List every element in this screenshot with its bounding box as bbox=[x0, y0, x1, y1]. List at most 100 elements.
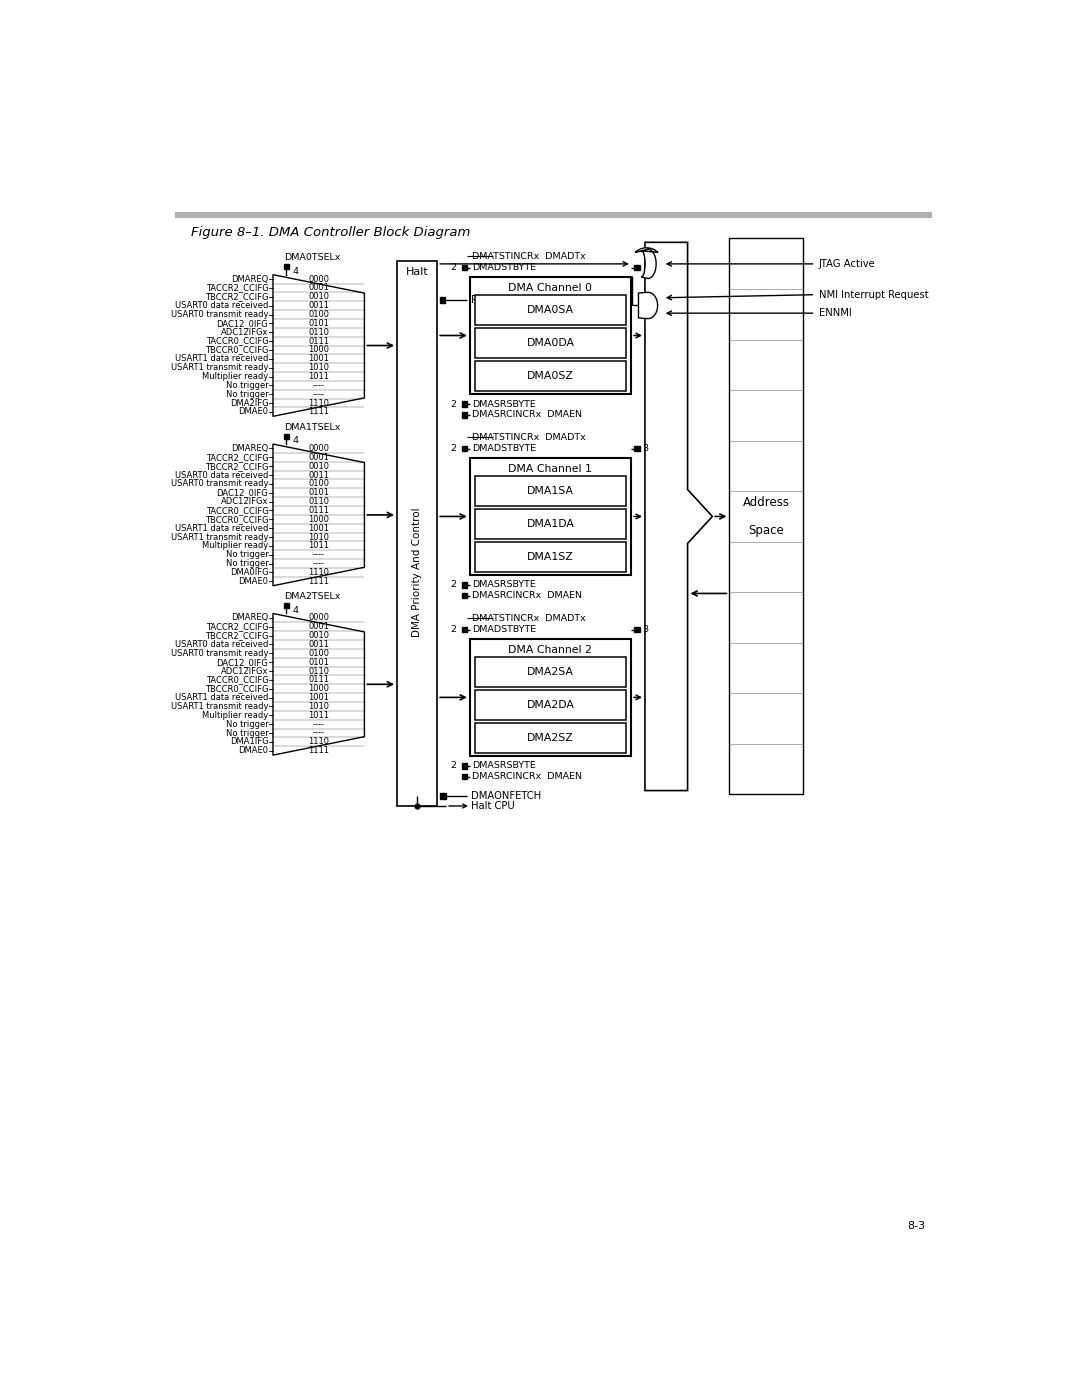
Text: DMAE0: DMAE0 bbox=[239, 746, 268, 756]
Text: ----: ---- bbox=[313, 390, 325, 398]
FancyBboxPatch shape bbox=[475, 362, 625, 391]
FancyBboxPatch shape bbox=[729, 239, 804, 795]
FancyBboxPatch shape bbox=[462, 446, 468, 451]
Text: No trigger: No trigger bbox=[226, 719, 268, 729]
Text: 0101: 0101 bbox=[308, 489, 329, 497]
Text: DMA1SZ: DMA1SZ bbox=[527, 552, 573, 562]
Text: 0110: 0110 bbox=[308, 328, 329, 337]
Text: ----: ---- bbox=[313, 719, 325, 729]
Text: 1110: 1110 bbox=[308, 398, 329, 408]
Text: 1001: 1001 bbox=[308, 524, 329, 532]
Text: 1111: 1111 bbox=[308, 408, 329, 416]
Text: 2: 2 bbox=[450, 263, 457, 272]
Text: 0000: 0000 bbox=[308, 275, 329, 284]
Text: DMASRCINCRx  DMAEN: DMASRCINCRx DMAEN bbox=[472, 411, 582, 419]
Text: 0011: 0011 bbox=[308, 302, 329, 310]
FancyBboxPatch shape bbox=[475, 724, 625, 753]
Text: DMA1TSELx: DMA1TSELx bbox=[284, 423, 340, 432]
Text: 1000: 1000 bbox=[308, 685, 329, 693]
Text: 1011: 1011 bbox=[308, 542, 329, 550]
FancyBboxPatch shape bbox=[475, 476, 625, 506]
Text: DMA2SA: DMA2SA bbox=[527, 668, 573, 678]
Text: TACCR0_CCIFG: TACCR0_CCIFG bbox=[205, 506, 268, 515]
Text: Multiplier ready: Multiplier ready bbox=[202, 372, 268, 381]
Text: ROUNDROBIN: ROUNDROBIN bbox=[471, 295, 540, 305]
Text: ----: ---- bbox=[313, 381, 325, 390]
FancyBboxPatch shape bbox=[284, 604, 288, 608]
Text: ENNMI: ENNMI bbox=[819, 309, 851, 319]
FancyBboxPatch shape bbox=[462, 401, 468, 407]
Text: DMADSTBYTE: DMADSTBYTE bbox=[472, 444, 537, 453]
FancyBboxPatch shape bbox=[470, 638, 631, 756]
Text: TBCCR2_CCIFG: TBCCR2_CCIFG bbox=[205, 631, 268, 640]
Text: No trigger: No trigger bbox=[226, 559, 268, 569]
Text: DMAE0: DMAE0 bbox=[239, 577, 268, 585]
FancyBboxPatch shape bbox=[462, 627, 468, 633]
FancyBboxPatch shape bbox=[284, 264, 288, 270]
FancyBboxPatch shape bbox=[441, 793, 446, 799]
Text: 4: 4 bbox=[293, 267, 299, 277]
Text: DMA2TSELx: DMA2TSELx bbox=[284, 592, 340, 601]
FancyBboxPatch shape bbox=[634, 627, 639, 633]
Text: 3: 3 bbox=[643, 624, 649, 634]
FancyBboxPatch shape bbox=[284, 433, 288, 439]
Polygon shape bbox=[635, 247, 658, 278]
FancyBboxPatch shape bbox=[475, 658, 625, 687]
Text: 0011: 0011 bbox=[308, 640, 329, 650]
Text: 1010: 1010 bbox=[308, 532, 329, 542]
Text: 1000: 1000 bbox=[308, 345, 329, 355]
Text: DMAREQ: DMAREQ bbox=[231, 613, 268, 623]
Text: 0010: 0010 bbox=[308, 461, 329, 471]
Text: 1011: 1011 bbox=[308, 372, 329, 381]
Text: 1111: 1111 bbox=[308, 746, 329, 756]
FancyBboxPatch shape bbox=[462, 763, 468, 768]
Text: 1110: 1110 bbox=[308, 738, 329, 746]
FancyBboxPatch shape bbox=[462, 774, 468, 780]
Text: 0100: 0100 bbox=[308, 479, 329, 489]
Text: 0001: 0001 bbox=[308, 622, 329, 631]
Text: USART1 data received: USART1 data received bbox=[175, 524, 268, 532]
Text: ----: ---- bbox=[313, 559, 325, 569]
Text: 0111: 0111 bbox=[308, 337, 329, 345]
Text: 3: 3 bbox=[643, 444, 649, 453]
Text: 4: 4 bbox=[293, 606, 299, 615]
FancyBboxPatch shape bbox=[462, 412, 468, 418]
Text: DMADSTBYTE: DMADSTBYTE bbox=[472, 263, 537, 272]
Text: No trigger: No trigger bbox=[226, 390, 268, 398]
Text: Address: Address bbox=[743, 496, 789, 509]
FancyBboxPatch shape bbox=[475, 690, 625, 719]
Text: 1011: 1011 bbox=[308, 711, 329, 719]
Text: TBCCR0_CCIFG: TBCCR0_CCIFG bbox=[205, 515, 268, 524]
FancyBboxPatch shape bbox=[475, 542, 625, 571]
Text: DMASRCINCRx  DMAEN: DMASRCINCRx DMAEN bbox=[472, 773, 582, 781]
Text: DMAREQ: DMAREQ bbox=[231, 275, 268, 284]
Text: DMA1SA: DMA1SA bbox=[527, 486, 573, 496]
Text: TBCCR2_CCIFG: TBCCR2_CCIFG bbox=[205, 292, 268, 302]
FancyBboxPatch shape bbox=[462, 583, 468, 588]
Polygon shape bbox=[645, 242, 713, 791]
Text: 2: 2 bbox=[450, 444, 457, 453]
FancyBboxPatch shape bbox=[634, 265, 639, 271]
Text: TACCR2_CCIFG: TACCR2_CCIFG bbox=[205, 284, 268, 292]
FancyBboxPatch shape bbox=[475, 295, 625, 326]
Text: TBCCR0_CCIFG: TBCCR0_CCIFG bbox=[205, 345, 268, 355]
Text: No trigger: No trigger bbox=[226, 728, 268, 738]
Text: USART1 data received: USART1 data received bbox=[175, 355, 268, 363]
Text: DMA0TSELx: DMA0TSELx bbox=[284, 253, 340, 263]
Text: DMA1IFG: DMA1IFG bbox=[230, 738, 268, 746]
FancyBboxPatch shape bbox=[634, 446, 639, 451]
Text: 1001: 1001 bbox=[308, 693, 329, 703]
Text: 1000: 1000 bbox=[308, 515, 329, 524]
Text: DMA1DA: DMA1DA bbox=[526, 520, 575, 529]
Text: 0001: 0001 bbox=[308, 284, 329, 292]
Text: DMAREQ: DMAREQ bbox=[231, 444, 268, 453]
Text: DMASRSBYTE: DMASRSBYTE bbox=[472, 581, 536, 590]
Text: USART0 transmit ready: USART0 transmit ready bbox=[171, 648, 268, 658]
Text: 0101: 0101 bbox=[308, 658, 329, 666]
Text: ----: ---- bbox=[313, 728, 325, 738]
Text: USART1 transmit ready: USART1 transmit ready bbox=[171, 532, 268, 542]
Text: Halt: Halt bbox=[406, 267, 429, 277]
Text: DMA2SZ: DMA2SZ bbox=[527, 733, 573, 743]
Text: Halt CPU: Halt CPU bbox=[471, 800, 515, 812]
Text: 1001: 1001 bbox=[308, 355, 329, 363]
